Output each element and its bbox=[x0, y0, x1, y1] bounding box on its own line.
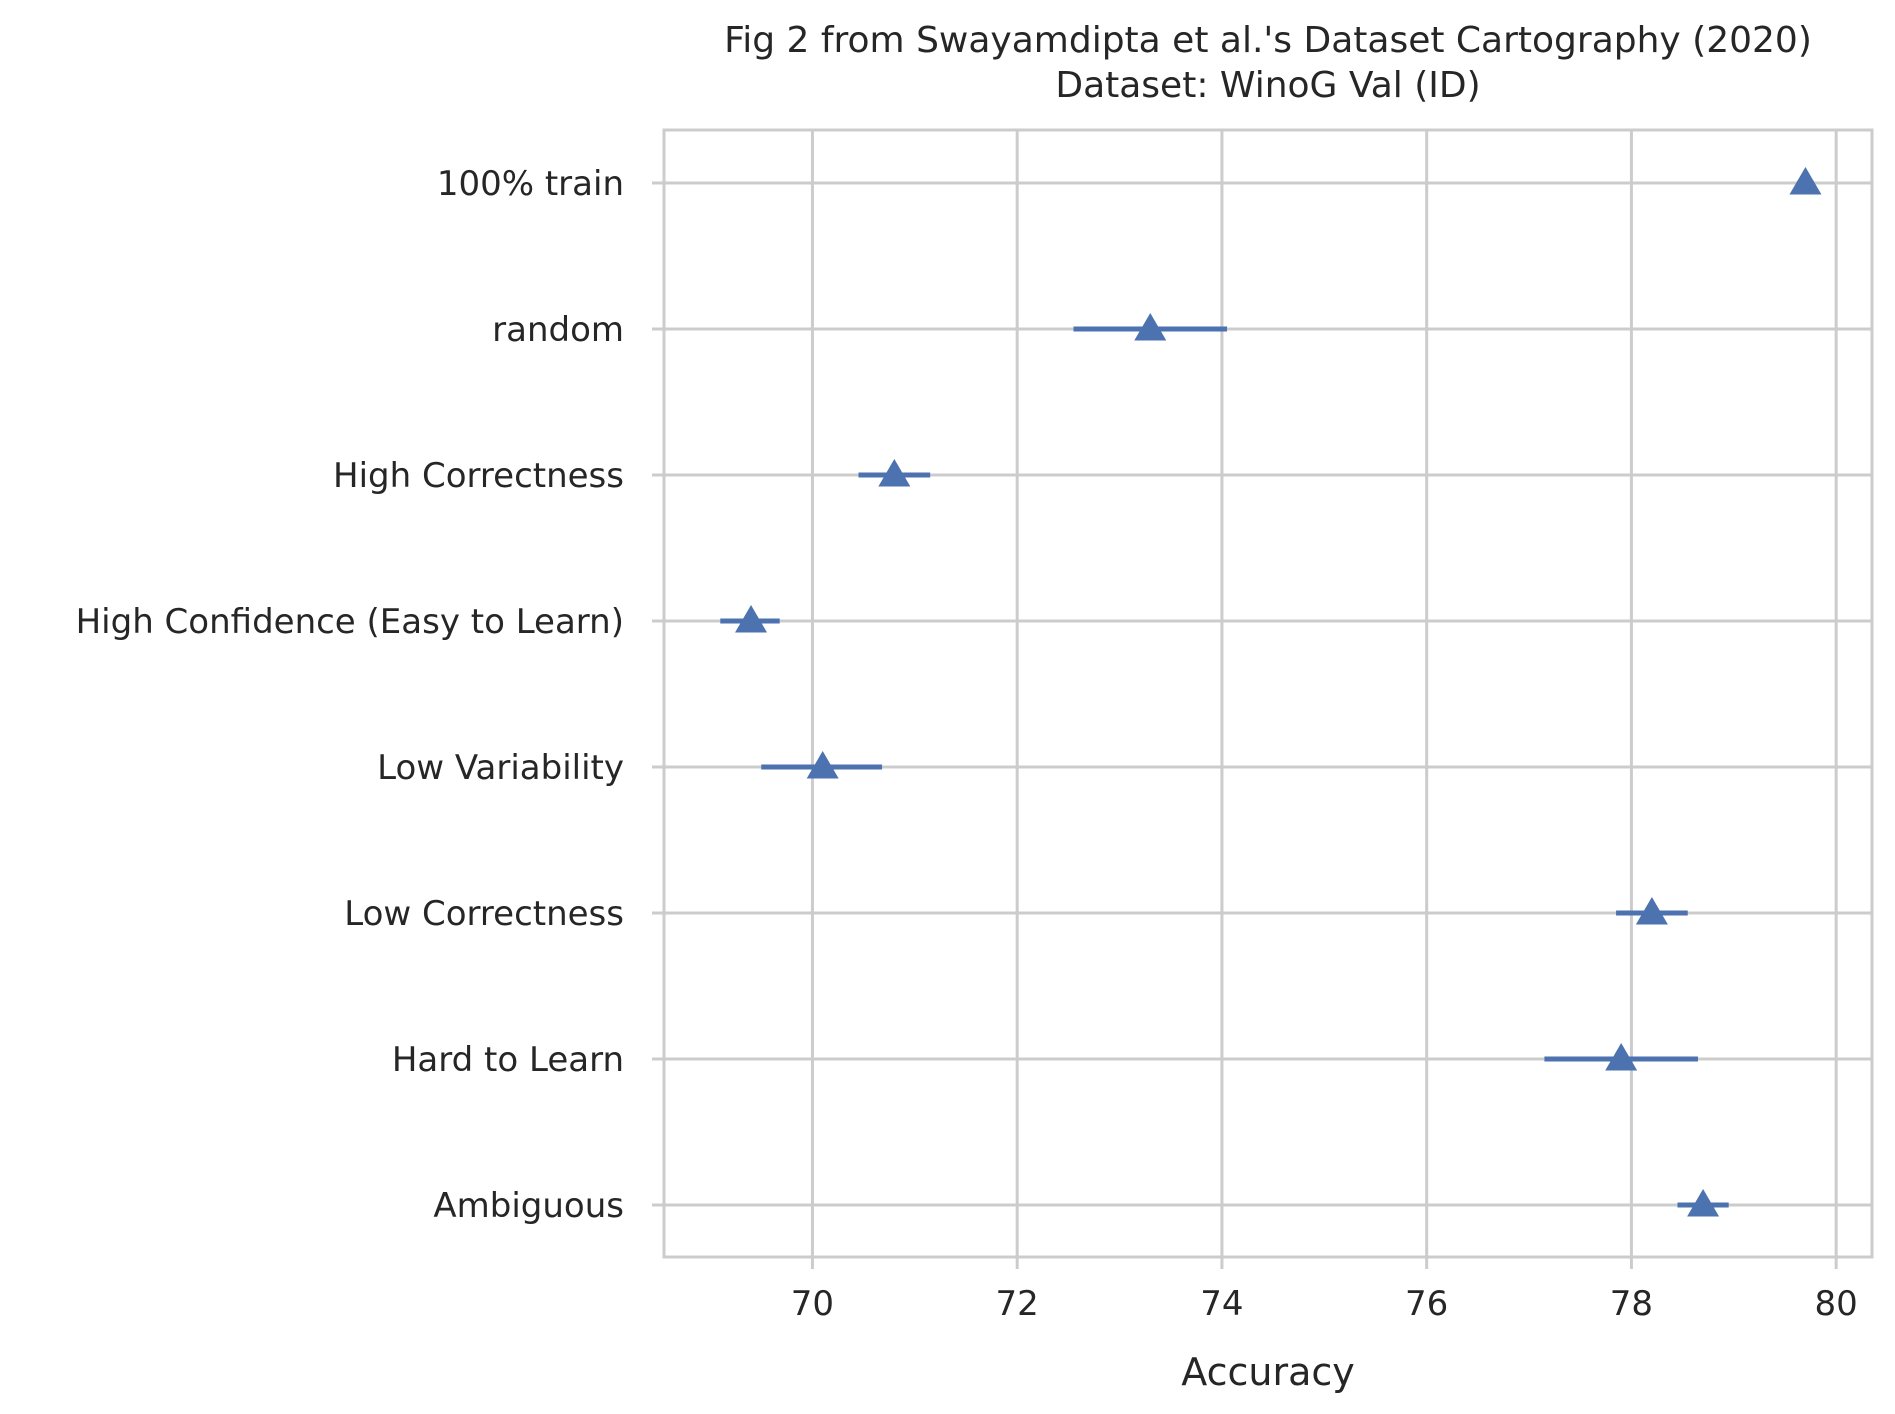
y-tick-label: 100% train bbox=[437, 164, 624, 204]
data-point bbox=[735, 605, 768, 633]
data-point bbox=[878, 459, 911, 487]
y-tick-label: Low Variability bbox=[377, 748, 624, 788]
x-tick-label: 70 bbox=[791, 1284, 834, 1324]
y-tick-label: Ambiguous bbox=[433, 1186, 624, 1226]
data-point bbox=[1687, 1189, 1720, 1217]
y-tick-label: Low Correctness bbox=[344, 894, 624, 934]
y-tick-label: High Correctness bbox=[333, 456, 624, 496]
x-tick-label: 80 bbox=[1815, 1284, 1858, 1324]
x-tick-label: 78 bbox=[1610, 1284, 1653, 1324]
data-point bbox=[1605, 1043, 1638, 1071]
x-axis-label: Accuracy bbox=[1181, 1350, 1355, 1394]
y-tick-label: High Confidence (Easy to Learn) bbox=[76, 602, 624, 642]
chart-subtitle: Dataset: WinoG Val (ID) bbox=[1055, 65, 1480, 106]
tick-labels: 70 72 74 76 78 80 100% train random High Correct… bbox=[76, 164, 1858, 1324]
y-tick-label: random bbox=[492, 310, 624, 350]
grid-lines bbox=[652, 130, 1872, 1269]
x-tick-label: 72 bbox=[996, 1284, 1039, 1324]
chart-title: Fig 2 from Swayamdipta et al.'s Dataset … bbox=[724, 20, 1812, 61]
y-tick-label: Hard to Learn bbox=[392, 1040, 624, 1080]
x-tick-label: 76 bbox=[1405, 1284, 1448, 1324]
data-point bbox=[806, 751, 839, 779]
data-point bbox=[1789, 167, 1822, 195]
data-marks bbox=[720, 167, 1822, 1217]
data-point bbox=[1635, 897, 1668, 925]
plot-frame bbox=[662, 128, 1874, 1259]
x-tick-label: 74 bbox=[1200, 1284, 1243, 1324]
data-point bbox=[1134, 313, 1167, 341]
